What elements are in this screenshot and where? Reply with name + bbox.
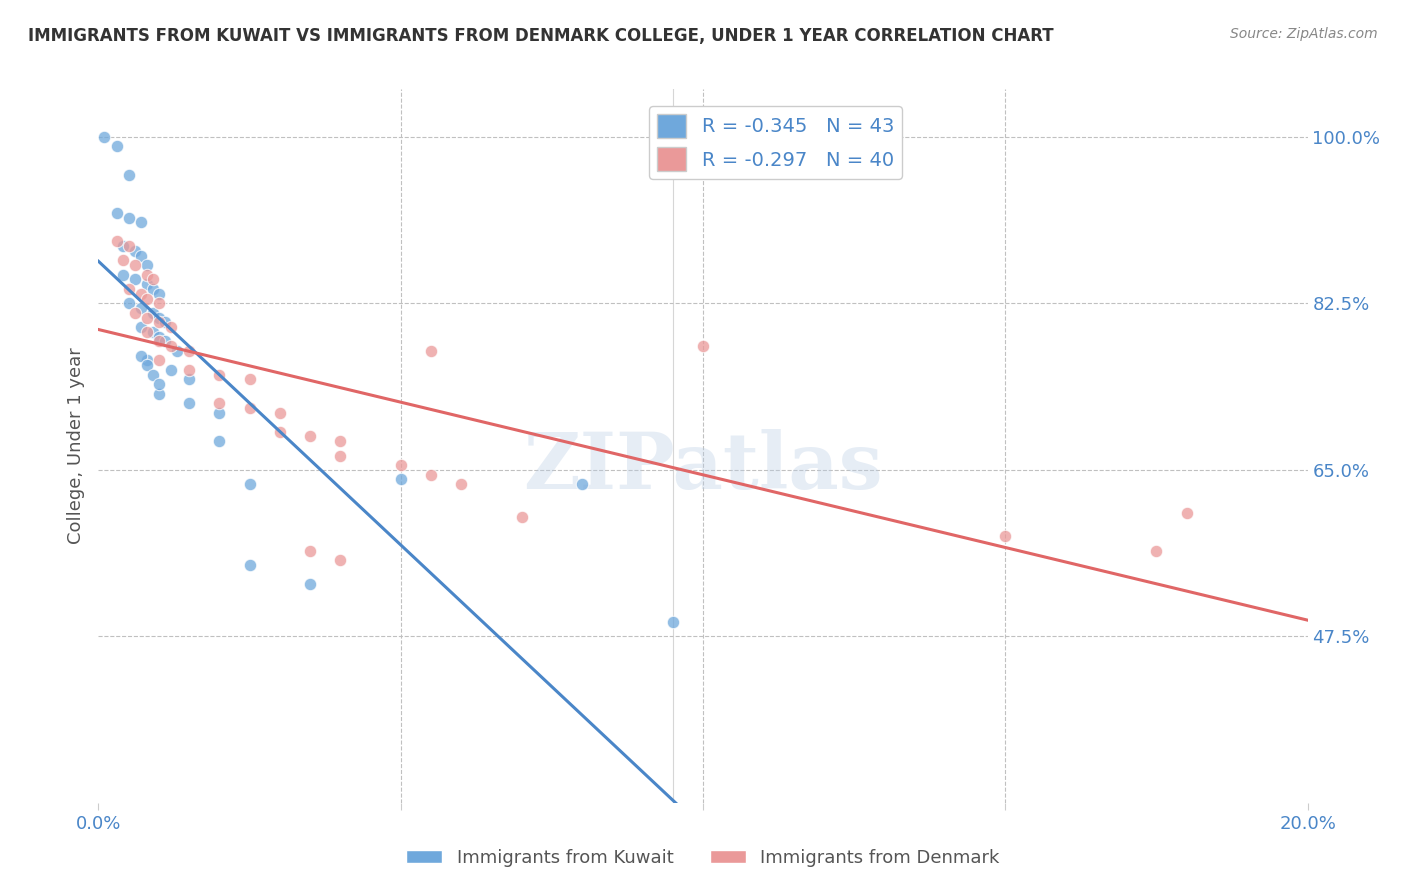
Point [105,139,128,153]
Point [420,467,443,482]
Point [389,472,412,486]
Text: ZIPatlas: ZIPatlas [523,429,883,506]
Point [208,368,231,382]
Point [269,425,291,439]
Point [135,292,157,306]
Point [148,315,170,329]
Point [142,306,165,320]
Point [166,343,188,358]
Point [160,339,183,353]
Point [142,272,165,286]
Point [1144,543,1167,558]
Point [148,329,170,343]
Point [450,477,472,491]
Point [135,325,157,339]
Point [124,258,146,272]
Point [148,286,170,301]
Point [111,253,134,268]
Point [111,239,134,253]
Point [129,286,152,301]
Point [239,372,262,386]
Text: Source: ZipAtlas.com: Source: ZipAtlas.com [1230,27,1378,41]
Point [93,129,115,144]
Point [692,339,714,353]
Point [420,343,443,358]
Point [329,553,352,567]
Point [124,306,146,320]
Point [118,211,141,225]
Point [118,168,141,182]
Point [269,406,291,420]
Point [148,353,170,368]
Point [135,268,157,282]
Legend: R = -0.345   N = 43, R = -0.297   N = 40: R = -0.345 N = 43, R = -0.297 N = 40 [650,106,901,178]
Point [129,349,152,363]
Point [148,310,170,325]
Point [160,320,183,334]
Point [239,401,262,415]
Point [329,449,352,463]
Point [135,277,157,292]
Point [105,206,128,220]
Point [129,215,152,229]
Point [208,406,231,420]
Point [118,239,141,253]
Point [179,372,201,386]
Point [994,529,1017,543]
Point [142,282,165,296]
Point [153,334,176,349]
Point [179,363,201,377]
Point [389,458,412,472]
Point [148,334,170,349]
Point [111,268,134,282]
Point [179,343,201,358]
Point [179,396,201,410]
Legend: Immigrants from Kuwait, Immigrants from Denmark: Immigrants from Kuwait, Immigrants from … [399,842,1007,874]
Point [135,353,157,368]
Point [208,396,231,410]
Point [124,272,146,286]
Point [571,477,593,491]
Point [129,249,152,263]
Point [118,296,141,310]
Point [661,615,683,629]
Point [239,477,262,491]
Point [1175,506,1198,520]
Point [124,244,146,258]
Point [135,258,157,272]
Point [142,325,165,339]
Point [148,377,170,392]
Point [148,296,170,310]
Point [135,310,157,325]
Point [118,282,141,296]
Point [142,368,165,382]
Point [105,235,128,249]
Point [329,434,352,449]
Point [208,434,231,449]
Point [129,301,152,315]
Point [129,320,152,334]
Point [160,363,183,377]
Y-axis label: College, Under 1 year: College, Under 1 year [66,348,84,544]
Point [510,510,533,524]
Point [299,577,322,591]
Point [299,543,322,558]
Point [299,429,322,443]
Text: IMMIGRANTS FROM KUWAIT VS IMMIGRANTS FROM DENMARK COLLEGE, UNDER 1 YEAR CORRELAT: IMMIGRANTS FROM KUWAIT VS IMMIGRANTS FRO… [28,27,1053,45]
Point [153,315,176,329]
Point [148,386,170,401]
Point [135,358,157,372]
Point [239,558,262,572]
